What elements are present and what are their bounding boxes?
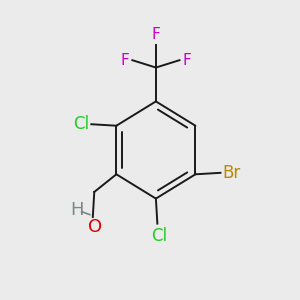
Text: O: O xyxy=(88,218,102,236)
Text: F: F xyxy=(120,53,129,68)
Text: F: F xyxy=(183,53,192,68)
Text: F: F xyxy=(152,27,160,42)
Text: Cl: Cl xyxy=(73,115,89,133)
Text: Br: Br xyxy=(223,164,241,182)
Text: H: H xyxy=(70,201,83,219)
Text: Cl: Cl xyxy=(151,226,167,244)
